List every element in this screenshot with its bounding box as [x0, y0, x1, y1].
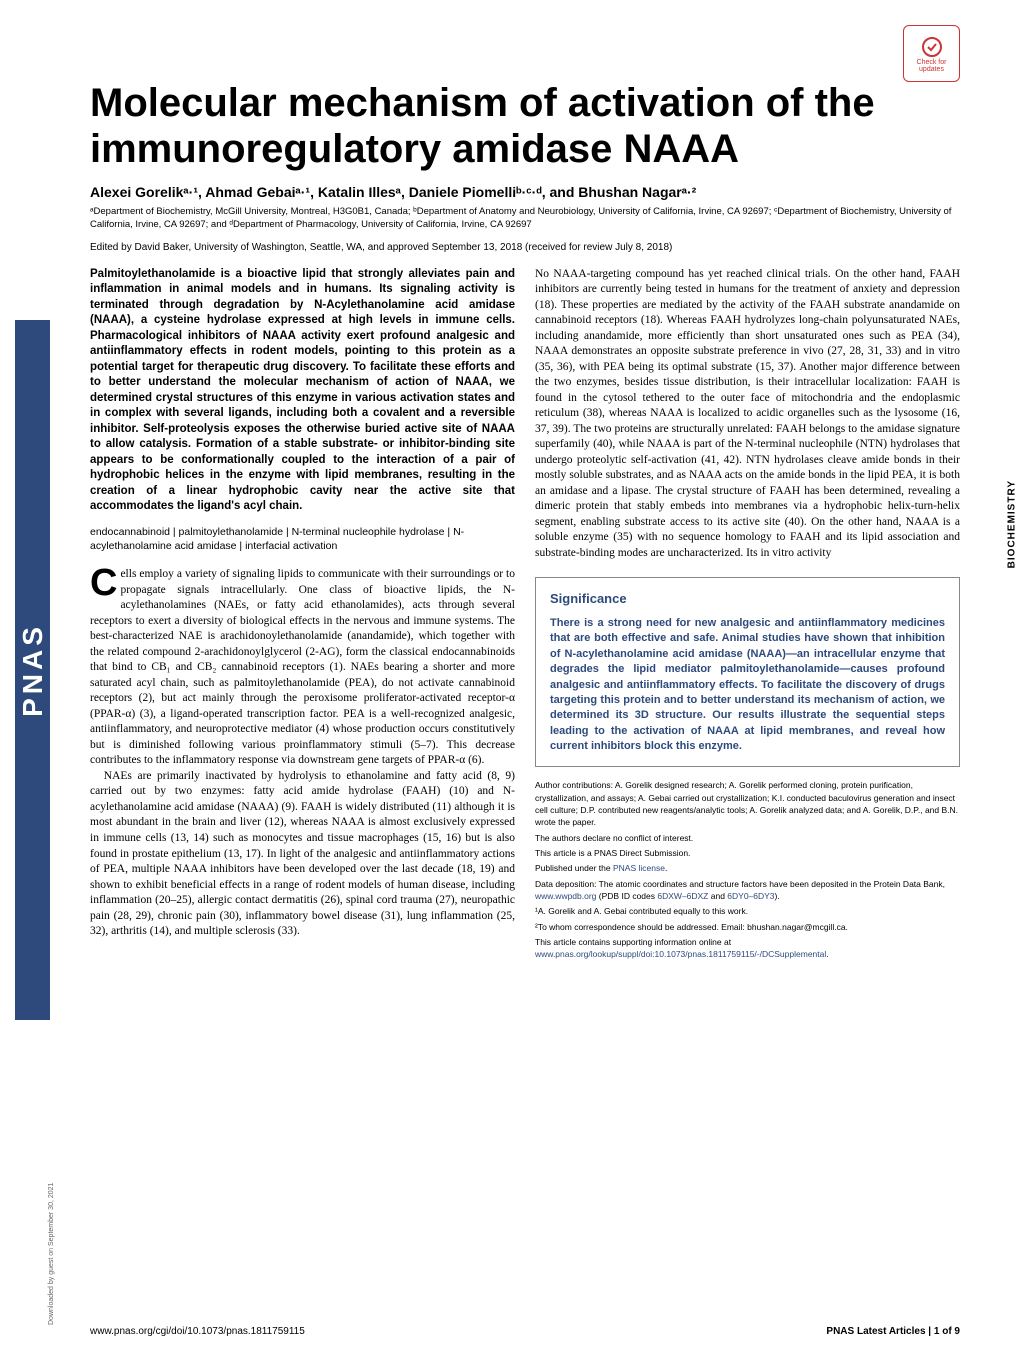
- si-link[interactable]: www.pnas.org/lookup/suppl/doi:10.1073/pn…: [535, 949, 826, 959]
- pnas-license-link[interactable]: PNAS license: [613, 863, 665, 873]
- check-updates-line2: updates: [919, 66, 944, 73]
- check-updates-badge[interactable]: Check for updates: [903, 25, 960, 82]
- footnote-conflict: The authors declare no conflict of inter…: [535, 832, 960, 844]
- right-column: No NAAA-targeting compound has yet reach…: [535, 267, 960, 964]
- dropcap: C: [90, 567, 120, 599]
- article-title: Molecular mechanism of activation of the…: [90, 80, 960, 172]
- check-updates-line1: Check for: [917, 59, 947, 66]
- left-body-text: Cells employ a variety of signaling lipi…: [90, 567, 515, 939]
- right-body-text: No NAAA-targeting compound has yet reach…: [535, 267, 960, 562]
- affiliations: ᵃDepartment of Biochemistry, McGill Univ…: [90, 206, 960, 232]
- footnote-deposition: Data deposition: The atomic coordinates …: [535, 878, 960, 903]
- body-p2: NAEs are primarily inactivated by hydrol…: [90, 769, 515, 940]
- footnote-corresp: ²To whom correspondence should be addres…: [535, 921, 960, 933]
- page-container: PNAS Check for updates BIOCHEMISTRY Down…: [0, 0, 1020, 1365]
- footer-page-info: PNAS Latest Articles | 1 of 9: [826, 1326, 960, 1337]
- pnas-side-banner: PNAS: [15, 320, 50, 1020]
- right-body-p: No NAAA-targeting compound has yet reach…: [535, 267, 960, 562]
- page-footer: www.pnas.org/cgi/doi/10.1073/pnas.181175…: [90, 1326, 960, 1337]
- pnas-banner-text: PNAS: [17, 623, 49, 717]
- left-column: Palmitoylethanolamide is a bioactive lip…: [90, 267, 515, 964]
- pdb-codes-link-2[interactable]: 6DY0–6DY3: [727, 891, 774, 901]
- edited-by: Edited by David Baker, University of Was…: [90, 242, 960, 253]
- footnote-si: This article contains supporting informa…: [535, 936, 960, 961]
- download-note: Downloaded by guest on September 30, 202…: [48, 1183, 55, 1325]
- body-p1: Cells employ a variety of signaling lipi…: [90, 567, 515, 769]
- footnote-equal: ¹A. Gorelik and A. Gebai contributed equ…: [535, 905, 960, 917]
- wwpdb-link[interactable]: www.wwpdb.org: [535, 891, 596, 901]
- keywords: endocannabinoid | palmitoylethanolamide …: [90, 525, 515, 553]
- body-p1-text: ells employ a variety of signaling lipid…: [90, 568, 515, 766]
- footnote-contrib: Author contributions: A. Gorelik designe…: [535, 779, 960, 828]
- check-updates-icon: [920, 35, 944, 59]
- significance-title: Significance: [550, 590, 945, 608]
- abstract-text: Palmitoylethanolamide is a bioactive lip…: [90, 267, 515, 515]
- significance-text: There is a strong need for new analgesic…: [550, 616, 945, 755]
- two-column-layout: Palmitoylethanolamide is a bioactive lip…: [90, 267, 960, 964]
- footnote-submission: This article is a PNAS Direct Submission…: [535, 847, 960, 859]
- pdb-codes-link-1[interactable]: 6DXW–6DXZ: [657, 891, 708, 901]
- section-label: BIOCHEMISTRY: [1006, 480, 1017, 568]
- footer-doi: www.pnas.org/cgi/doi/10.1073/pnas.181175…: [90, 1326, 305, 1337]
- authors-line: Alexei Gorelikᵃ·¹, Ahmad Gebaiᵃ·¹, Katal…: [90, 184, 960, 200]
- significance-box: Significance There is a strong need for …: [535, 577, 960, 767]
- footnotes: Author contributions: A. Gorelik designe…: [535, 779, 960, 960]
- footnote-license: Published under the PNAS license.: [535, 862, 960, 874]
